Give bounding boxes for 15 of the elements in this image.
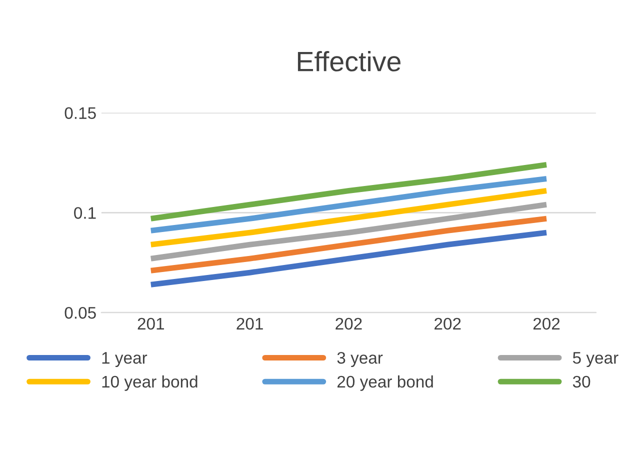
chart-title: Effective: [298, 51, 400, 72]
x-tick-label: 201: [138, 318, 164, 330]
y-tick-label: 0.1: [74, 207, 96, 219]
legend-label: 10 year bond: [102, 375, 198, 391]
legend-label: 30: [572, 376, 590, 388]
x-tick-label: 201: [236, 318, 263, 330]
x-tick-label: 202: [434, 318, 461, 330]
x-tick-label: 202: [533, 318, 560, 330]
legend-label: 20 year bond: [337, 375, 433, 391]
legend-label: 1 year: [102, 352, 148, 368]
legend-label: 5 year: [572, 352, 618, 368]
y-tick-label: 0.05: [64, 306, 96, 319]
legend-label: 3 year: [337, 352, 383, 368]
x-tick-label: 202: [336, 318, 362, 330]
y-tick-label: 0.15: [64, 107, 96, 120]
